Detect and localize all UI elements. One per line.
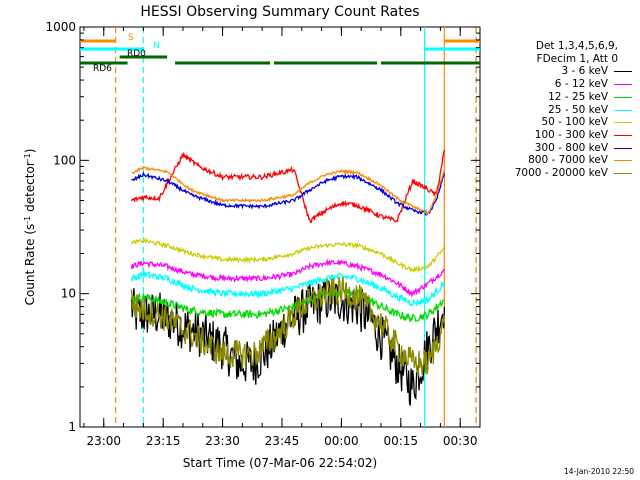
ylabel-part-0: Count Rate (s xyxy=(23,224,37,306)
ylabel-part-1: -1 xyxy=(23,216,32,224)
x-tick-label: 23:30 xyxy=(205,434,240,448)
legend-item-swatch xyxy=(614,96,632,98)
y-tick-label: 1000 xyxy=(45,20,76,34)
legend-item-swatch xyxy=(614,173,632,175)
footer-timestamp: 14-Jan-2010 22:50 xyxy=(563,467,634,476)
legend-header-line-2: FDecim 1, Att 0 xyxy=(536,52,618,65)
legend-item: 7000 - 20000 keV xyxy=(486,167,636,180)
legend-item-label: 300 - 800 keV xyxy=(534,141,608,154)
legend-item: 12 - 25 keV xyxy=(486,91,636,104)
legend-item-label: 25 - 50 keV xyxy=(548,103,608,116)
x-tick-label: 00:30 xyxy=(443,434,478,448)
ylabel-part-4: ) xyxy=(23,149,37,154)
legend-item-label: 12 - 25 keV xyxy=(548,90,608,103)
y-tick-label: 10 xyxy=(61,287,76,301)
status-bar-label: RD0 xyxy=(127,49,146,59)
plot-area xyxy=(79,26,481,428)
legend-item-swatch xyxy=(614,160,632,162)
x-tick-label: 00:00 xyxy=(324,434,359,448)
legend-item-swatch xyxy=(614,84,632,86)
ylabel-part-3: -1 xyxy=(23,153,32,161)
series-line xyxy=(130,270,446,307)
status-bar-label: N xyxy=(153,41,160,51)
series-line xyxy=(130,258,445,298)
legend-item-swatch xyxy=(614,122,632,124)
status-bar-layer: S N RD0 RD6 xyxy=(80,33,480,74)
tick-layer: 1 10 100 1000 23:00 23:15 23:30 23:45 00:00 00:15… xyxy=(45,20,480,448)
series-line xyxy=(130,285,445,322)
legend-item: 6 - 12 keV xyxy=(486,78,636,91)
legend-item-label: 100 - 300 keV xyxy=(534,128,608,141)
x-tick-label: 23:15 xyxy=(146,434,181,448)
x-tick-label: 23:45 xyxy=(265,434,300,448)
legend-item-label: 6 - 12 keV xyxy=(554,78,608,91)
x-tick-label: 23:00 xyxy=(86,434,121,448)
legend-item: 25 - 50 keV xyxy=(486,104,636,117)
y-tick-label: 100 xyxy=(53,153,76,167)
legend-item-swatch xyxy=(614,147,632,149)
legend-item-swatch xyxy=(614,134,632,136)
series-line xyxy=(131,171,446,217)
legend-item-label: 7000 - 20000 keV xyxy=(514,167,608,180)
legend-item-swatch xyxy=(614,109,632,111)
legend-item-label: 3 - 6 keV xyxy=(561,65,608,78)
legend-item: 800 - 7000 keV xyxy=(486,154,636,167)
series-line xyxy=(130,276,446,377)
status-bar-label: RD6 xyxy=(93,64,112,74)
legend-header-line-1: Det 1,3,4,5,6,9, xyxy=(535,40,618,52)
chart-title: HESSI Observing Summary Count Rates xyxy=(140,4,420,20)
series-layer xyxy=(130,149,446,406)
status-bar-label: S xyxy=(128,33,134,43)
y-tick-label: 1 xyxy=(68,420,76,434)
series-line xyxy=(130,237,445,273)
legend-item: 50 - 100 keV xyxy=(486,116,636,129)
vertical-marker-layer xyxy=(115,27,477,427)
series-line xyxy=(130,149,446,224)
legend: Det 1,3,4,5,6,9, FDecim 1, Att 0 3 - 6 k… xyxy=(486,40,636,180)
legend-item: 3 - 6 keV xyxy=(486,65,636,78)
legend-item-label: 800 - 7000 keV xyxy=(528,154,608,167)
y-axis-label: Count Rate (s-1 detector-1) xyxy=(23,149,38,306)
x-axis-label: Start Time (07-Mar-06 22:54:02) xyxy=(182,456,378,470)
legend-item-swatch xyxy=(614,71,632,73)
ylabel-part-2: detector xyxy=(23,161,37,216)
x-tick-label: 00:15 xyxy=(383,434,418,448)
legend-item: 100 - 300 keV xyxy=(486,129,636,142)
legend-rows: 3 - 6 keV 6 - 12 keV 12 - 25 keV 25 - 50 ke… xyxy=(486,65,636,179)
series-line xyxy=(131,165,446,215)
legend-item-label: 50 - 100 keV xyxy=(541,116,608,129)
legend-item: 300 - 800 keV xyxy=(486,142,636,155)
